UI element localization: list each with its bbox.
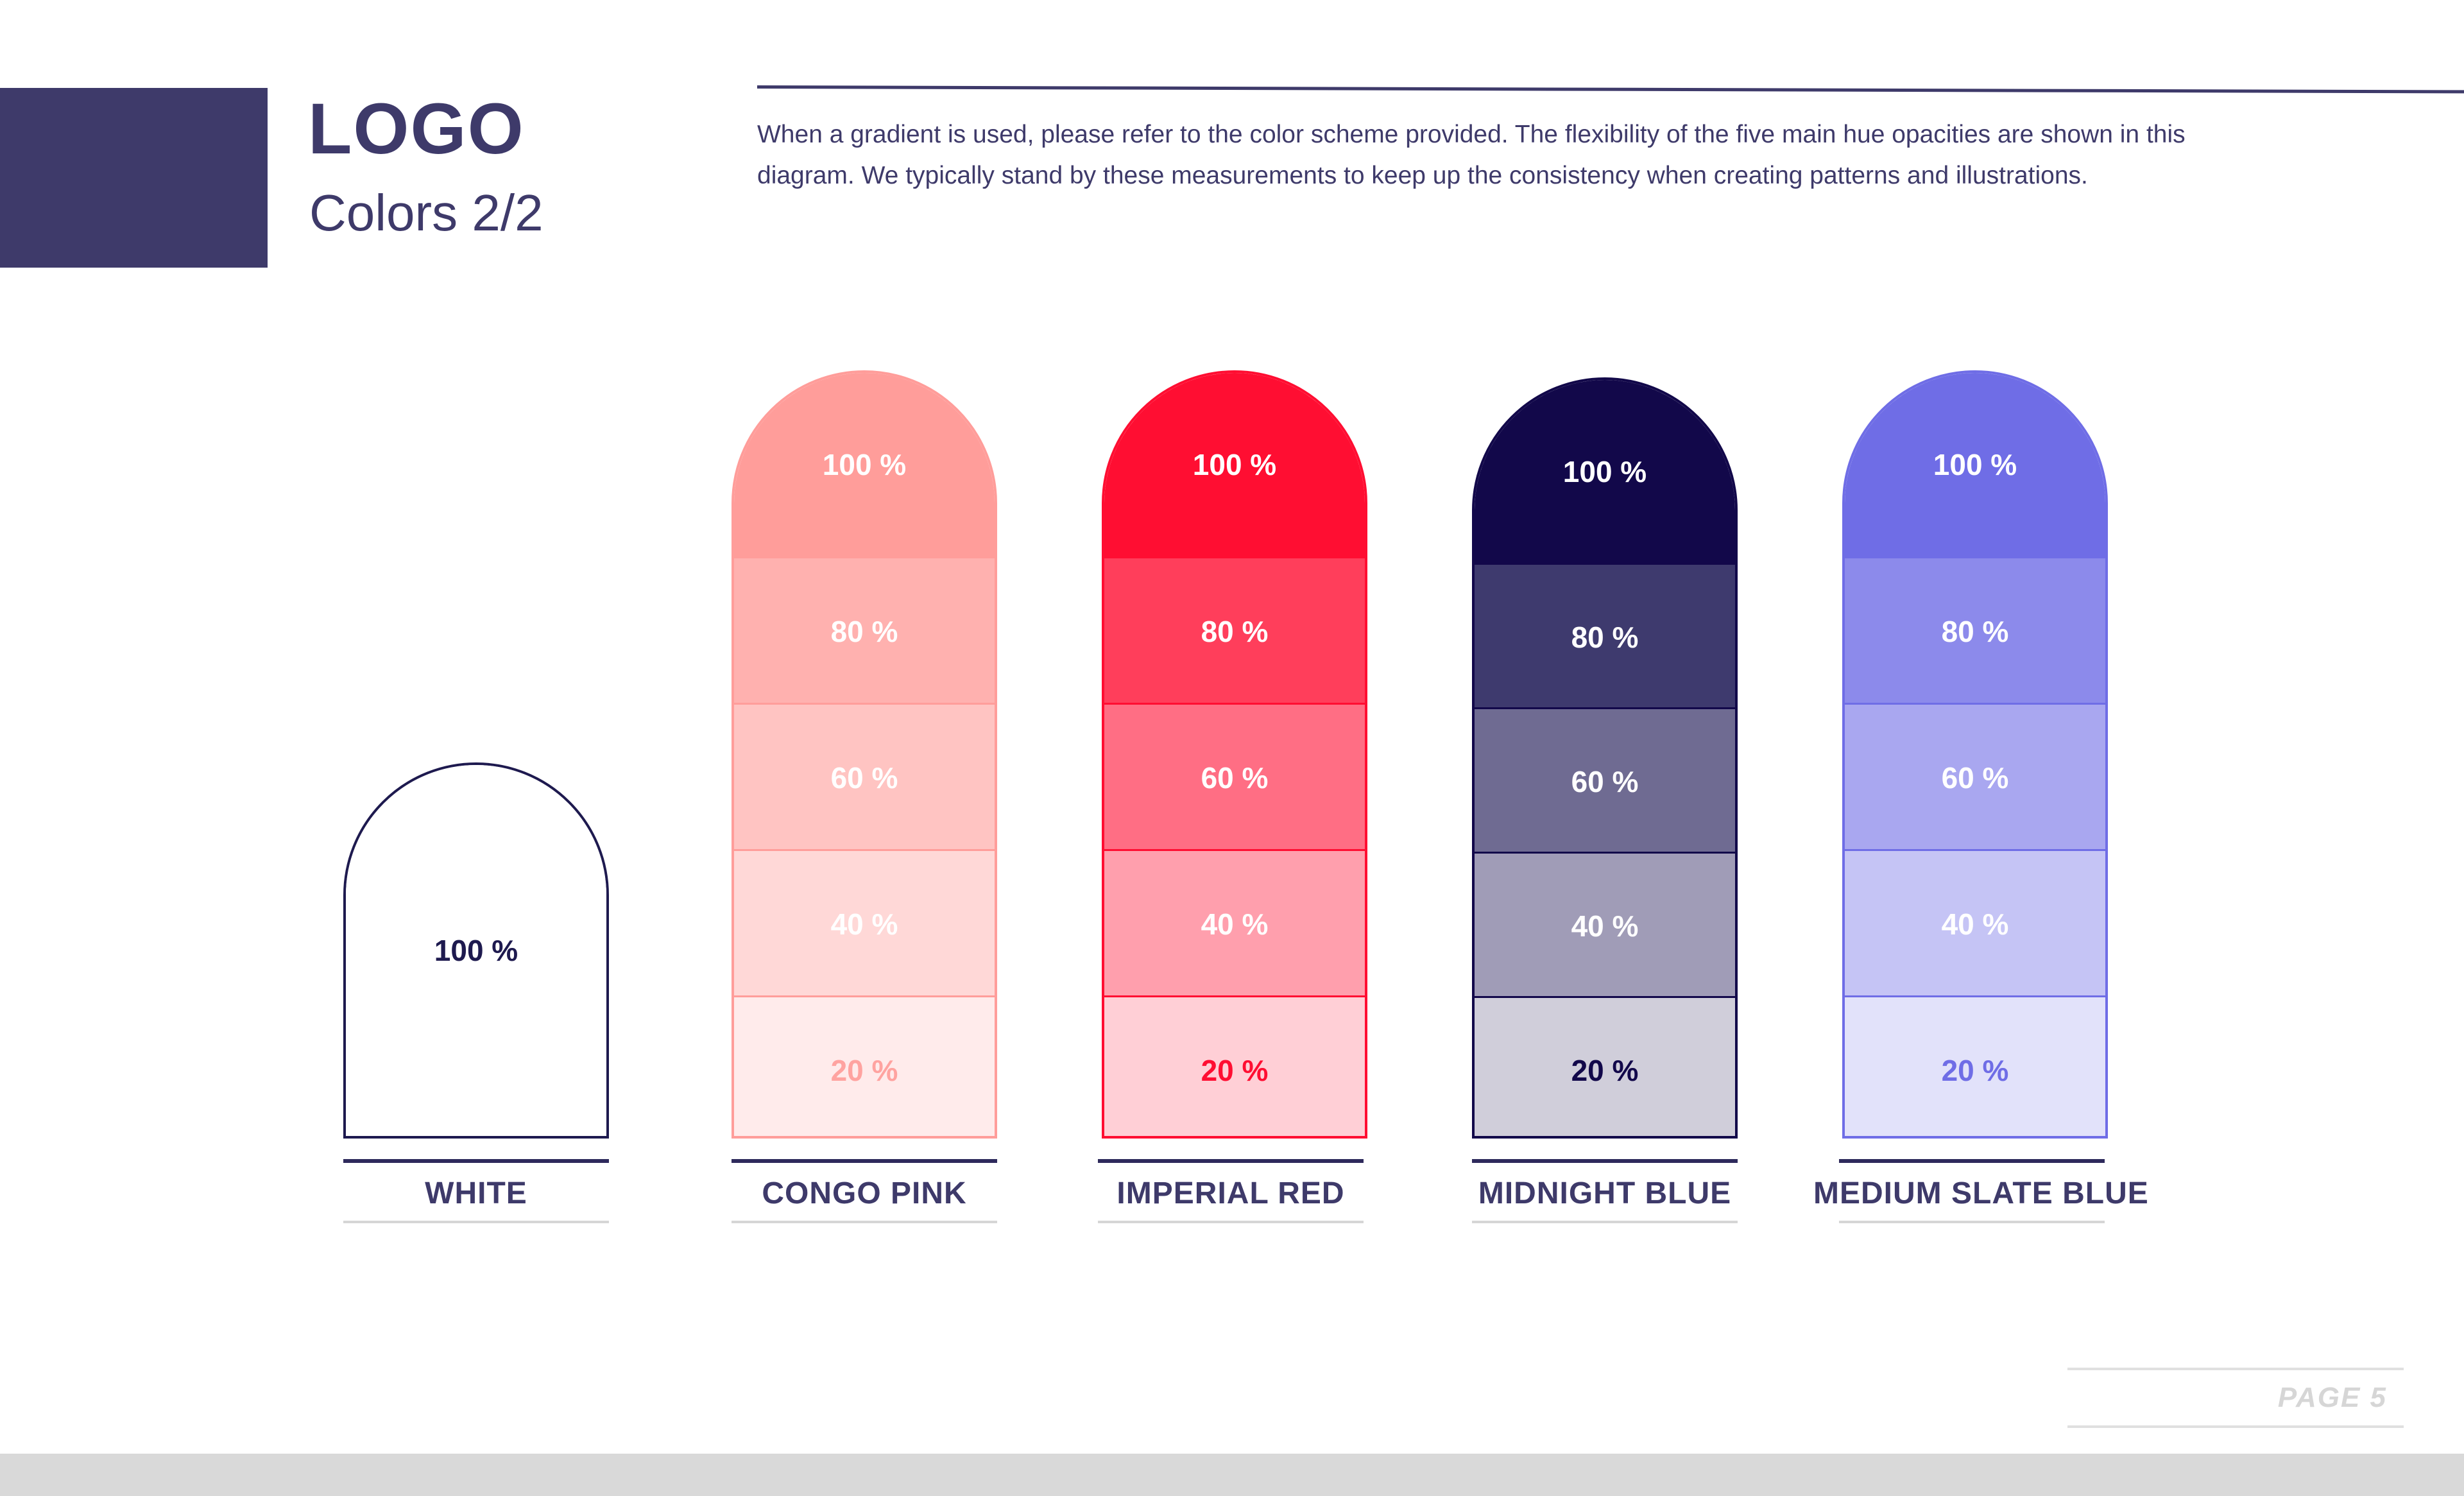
- swatch-medium-slate-blue: 100 % 80 % 60 % 40 % 20 %: [1842, 370, 2108, 1139]
- label-rule-top: [1098, 1159, 1364, 1163]
- swatch-step: 60 %: [734, 703, 995, 851]
- color-name-congo-pink: CONGO PINK: [732, 1159, 997, 1223]
- page-number-box: PAGE 5: [2067, 1368, 2404, 1428]
- swatch-congo-pink: 100 % 80 % 60 % 40 % 20 %: [732, 370, 997, 1139]
- swatch-step: 20 %: [1104, 995, 1365, 1136]
- color-name-midnight-blue: MIDNIGHT BLUE: [1472, 1159, 1738, 1223]
- label-rule-bottom: [1839, 1221, 2105, 1223]
- swatch-step: 100 %: [734, 373, 995, 556]
- step-label: 60 %: [830, 761, 898, 795]
- step-label: 60 %: [1201, 761, 1269, 795]
- page-subtitle: Colors 2/2: [309, 184, 543, 241]
- color-name-label: MIDNIGHT BLUE: [1478, 1176, 1732, 1210]
- step-label: 60 %: [1941, 761, 2009, 795]
- step-label: 20 %: [1941, 1053, 2009, 1087]
- step-label: 40 %: [1941, 907, 2009, 941]
- swatch-midnight-blue: 100 % 80 % 60 % 40 % 20 %: [1472, 377, 1738, 1139]
- page-rule-bottom: [2067, 1425, 2404, 1428]
- step-label: 100 %: [1192, 448, 1277, 481]
- footer-bar: [0, 1454, 2464, 1496]
- step-label: 100 %: [1933, 448, 2017, 481]
- swatch-step: 100 %: [1104, 373, 1365, 556]
- swatch-step: 40 %: [1845, 849, 2105, 997]
- swatch-step: 80 %: [1845, 556, 2105, 705]
- swatch-step: 40 %: [734, 849, 995, 997]
- step-label: 60 %: [1571, 764, 1639, 798]
- swatch-step: 20 %: [734, 995, 995, 1136]
- step-label: 100 %: [1562, 454, 1647, 488]
- swatch-step: 80 %: [1475, 563, 1735, 709]
- step-label: 80 %: [1571, 620, 1639, 654]
- swatch-white: 100 %: [343, 762, 609, 1139]
- swatch-step: 80 %: [734, 556, 995, 705]
- step-label: 80 %: [1941, 615, 2009, 648]
- swatch-step: 20 %: [1845, 995, 2105, 1136]
- step-label: 20 %: [1201, 1053, 1269, 1087]
- label-rule-top: [732, 1159, 997, 1163]
- page-number: PAGE 5: [2277, 1382, 2387, 1413]
- label-rule-bottom: [1472, 1221, 1738, 1223]
- color-name-medium-slate-blue: MEDIUM SLATE BLUE: [1813, 1159, 2148, 1223]
- swatch-imperial-red: 100 % 80 % 60 % 40 % 20 %: [1102, 370, 1367, 1139]
- color-name-imperial-red: IMPERIAL RED: [1098, 1159, 1364, 1223]
- swatch-step: 100 %: [1845, 373, 2105, 556]
- swatch-step: 40 %: [1104, 849, 1365, 997]
- color-name-label: MEDIUM SLATE BLUE: [1813, 1176, 2149, 1210]
- step-label: 100 %: [434, 934, 518, 967]
- swatch-step: 20 %: [1475, 996, 1735, 1136]
- swatch-step: 40 %: [1475, 852, 1735, 998]
- step-label: 40 %: [1201, 907, 1269, 941]
- step-label: 80 %: [830, 615, 898, 648]
- label-rule-top: [343, 1159, 609, 1163]
- page-rule-top: [2067, 1368, 2404, 1370]
- corner-accent-block: [0, 88, 268, 268]
- step-label: 40 %: [830, 907, 898, 941]
- color-name-label: WHITE: [425, 1176, 527, 1210]
- label-rule-bottom: [1098, 1221, 1364, 1223]
- page-title: LOGO: [308, 89, 525, 169]
- label-rule-bottom: [732, 1221, 997, 1223]
- step-label: 20 %: [1571, 1054, 1639, 1087]
- swatch-step: 80 %: [1104, 556, 1365, 705]
- intro-paragraph: When a gradient is used, please refer to…: [757, 121, 2186, 189]
- step-label: 100 %: [822, 448, 907, 481]
- label-rule-top: [1472, 1159, 1738, 1163]
- swatch-step: 60 %: [1104, 703, 1365, 851]
- swatch-step: 60 %: [1475, 707, 1735, 854]
- header-divider: [757, 85, 2464, 94]
- color-name-label: IMPERIAL RED: [1116, 1176, 1345, 1210]
- step-label: 80 %: [1201, 615, 1269, 648]
- label-rule-bottom: [343, 1221, 609, 1223]
- label-rule-top: [1839, 1159, 2105, 1163]
- color-name-label: CONGO PINK: [762, 1176, 967, 1210]
- swatch-step: 100 %: [346, 765, 606, 1136]
- step-label: 40 %: [1571, 909, 1639, 943]
- color-name-white: WHITE: [343, 1159, 609, 1223]
- swatch-step: 60 %: [1845, 703, 2105, 851]
- swatch-step: 100 %: [1475, 380, 1735, 563]
- step-label: 20 %: [830, 1053, 898, 1087]
